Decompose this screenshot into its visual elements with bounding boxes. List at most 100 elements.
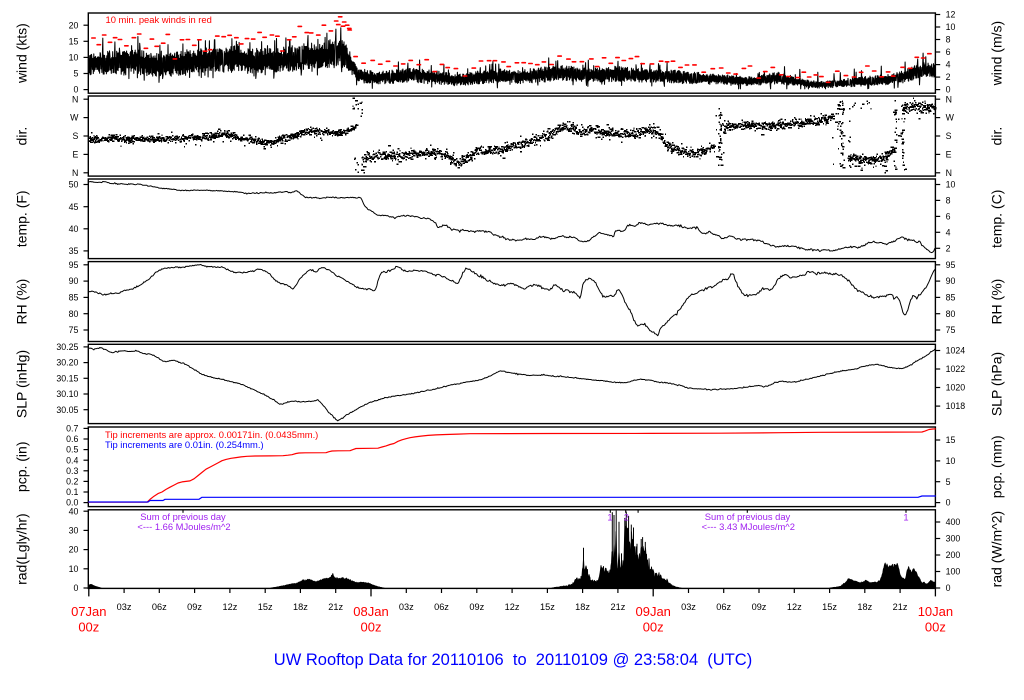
svg-text:10: 10 [69, 564, 79, 574]
svg-text:8: 8 [946, 35, 951, 45]
svg-text:0: 0 [946, 85, 951, 95]
svg-text:80: 80 [946, 309, 956, 319]
svg-text:21z: 21z [893, 602, 908, 612]
svg-text:4: 4 [946, 227, 951, 237]
svg-text:2: 2 [946, 243, 951, 253]
svg-text:30.10: 30.10 [56, 389, 78, 399]
svg-text:W: W [946, 113, 955, 123]
svg-text:10: 10 [946, 456, 956, 466]
svg-text:07Jan: 07Jan [71, 604, 106, 619]
svg-text:N: N [72, 168, 78, 178]
svg-text:wind (kts): wind (kts) [14, 23, 30, 84]
svg-text:0.5: 0.5 [66, 445, 78, 455]
svg-text:15z: 15z [540, 602, 555, 612]
svg-text:1: 1 [607, 511, 612, 522]
svg-text:UW Rooftop Data for 20110106: UW Rooftop Data for 20110106 to 20110109… [274, 651, 752, 669]
svg-text:30: 30 [69, 526, 79, 536]
svg-text:W: W [70, 113, 79, 123]
svg-text:75: 75 [69, 325, 79, 335]
svg-text:10: 10 [946, 180, 956, 190]
svg-text:15z: 15z [822, 602, 837, 612]
svg-text:21z: 21z [610, 602, 625, 612]
svg-text:35: 35 [69, 246, 79, 256]
svg-text:temp. (C): temp. (C) [989, 190, 1005, 248]
svg-text:03z: 03z [399, 602, 414, 612]
svg-text:30.25: 30.25 [56, 342, 78, 352]
svg-text:80: 80 [69, 309, 79, 319]
svg-text:RH (%): RH (%) [989, 279, 1005, 325]
svg-text:1020: 1020 [946, 383, 966, 393]
svg-text:75: 75 [946, 325, 956, 335]
svg-text:50: 50 [69, 180, 79, 190]
svg-text:18z: 18z [293, 602, 308, 612]
svg-text:0.3: 0.3 [66, 466, 78, 476]
svg-text:10 min. peak winds in red: 10 min. peak winds in red [106, 14, 212, 25]
svg-text:40: 40 [69, 224, 79, 234]
svg-text:N: N [946, 94, 952, 104]
svg-text:Tip increments are 0.01in. (0.: Tip increments are 0.01in. (0.254mm.) [105, 439, 264, 450]
svg-text:30.20: 30.20 [56, 358, 78, 368]
svg-text:09z: 09z [187, 602, 202, 612]
svg-text:0: 0 [946, 498, 951, 508]
svg-text:0.6: 0.6 [66, 434, 78, 444]
svg-text:N: N [946, 168, 952, 178]
svg-text:1022: 1022 [946, 364, 966, 374]
svg-text:40: 40 [69, 506, 79, 516]
svg-text:30.15: 30.15 [56, 373, 78, 383]
svg-text:95: 95 [69, 260, 79, 270]
svg-text:00z: 00z [78, 619, 99, 634]
svg-text:90: 90 [946, 276, 956, 286]
svg-text:<--- 3.43 MJoules/m^2: <--- 3.43 MJoules/m^2 [702, 521, 795, 532]
svg-text:N: N [72, 94, 78, 104]
svg-text:18z: 18z [857, 602, 872, 612]
svg-text:85: 85 [946, 293, 956, 303]
svg-text:12: 12 [946, 10, 956, 20]
svg-text:12z: 12z [787, 602, 802, 612]
svg-text:08Jan: 08Jan [353, 604, 388, 619]
svg-text:100: 100 [946, 567, 961, 577]
svg-text:0.2: 0.2 [66, 477, 78, 487]
svg-text:temp. (F): temp. (F) [14, 190, 30, 247]
svg-text:dir.: dir. [14, 127, 30, 146]
svg-text:<--- 1.66 MJoules/m^2: <--- 1.66 MJoules/m^2 [137, 521, 230, 532]
svg-text:8: 8 [946, 196, 951, 206]
svg-text:S: S [73, 131, 79, 141]
svg-text:09z: 09z [752, 602, 767, 612]
svg-text:03z: 03z [117, 602, 132, 612]
svg-text:2: 2 [946, 72, 951, 82]
svg-text:95: 95 [946, 260, 956, 270]
svg-text:wind (m/s): wind (m/s) [989, 21, 1005, 87]
svg-text:85: 85 [69, 293, 79, 303]
svg-text:12z: 12z [505, 602, 520, 612]
svg-text:18z: 18z [575, 602, 590, 612]
svg-text:5: 5 [73, 69, 78, 79]
svg-text:12z: 12z [222, 602, 237, 612]
svg-text:dir.: dir. [989, 127, 1005, 146]
svg-text:00z: 00z [643, 619, 664, 634]
svg-text:2: 2 [624, 511, 629, 522]
svg-text:200: 200 [946, 550, 961, 560]
svg-text:15: 15 [946, 435, 956, 445]
svg-text:06z: 06z [152, 602, 167, 612]
svg-text:SLP (inHg): SLP (inHg) [14, 350, 30, 418]
svg-text:SLP (hPa): SLP (hPa) [989, 352, 1005, 416]
svg-text:6: 6 [946, 47, 951, 57]
svg-text:0.1: 0.1 [66, 487, 78, 497]
svg-text:0: 0 [946, 583, 951, 593]
svg-text:1018: 1018 [946, 401, 966, 411]
svg-text:03z: 03z [681, 602, 696, 612]
svg-text:E: E [946, 150, 952, 160]
svg-text:10Jan: 10Jan [918, 604, 953, 619]
svg-text:1024: 1024 [946, 346, 966, 356]
svg-text:00z: 00z [361, 619, 382, 634]
svg-text:10: 10 [946, 22, 956, 32]
svg-text:5: 5 [946, 477, 951, 487]
svg-text:15z: 15z [258, 602, 273, 612]
svg-text:4: 4 [946, 60, 951, 70]
svg-text:20: 20 [69, 20, 79, 30]
svg-text:0.7: 0.7 [66, 424, 78, 434]
svg-text:S: S [946, 131, 952, 141]
svg-text:06z: 06z [434, 602, 449, 612]
svg-text:rad(Lgly/hr): rad(Lgly/hr) [14, 513, 30, 585]
svg-text:15: 15 [69, 36, 79, 46]
